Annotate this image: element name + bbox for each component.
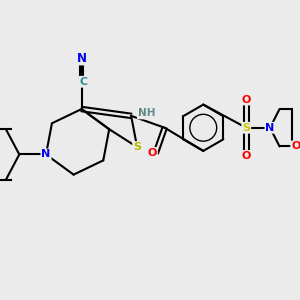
Text: N: N (266, 123, 275, 133)
Text: O: O (291, 141, 300, 152)
Text: O: O (242, 94, 251, 105)
Text: N: N (41, 149, 51, 160)
Text: S: S (242, 123, 250, 133)
Text: S: S (133, 142, 141, 152)
Text: O: O (242, 151, 251, 161)
Text: C: C (80, 77, 88, 87)
Text: NH: NH (138, 109, 155, 118)
Text: N: N (76, 52, 87, 64)
Text: O: O (148, 148, 157, 158)
